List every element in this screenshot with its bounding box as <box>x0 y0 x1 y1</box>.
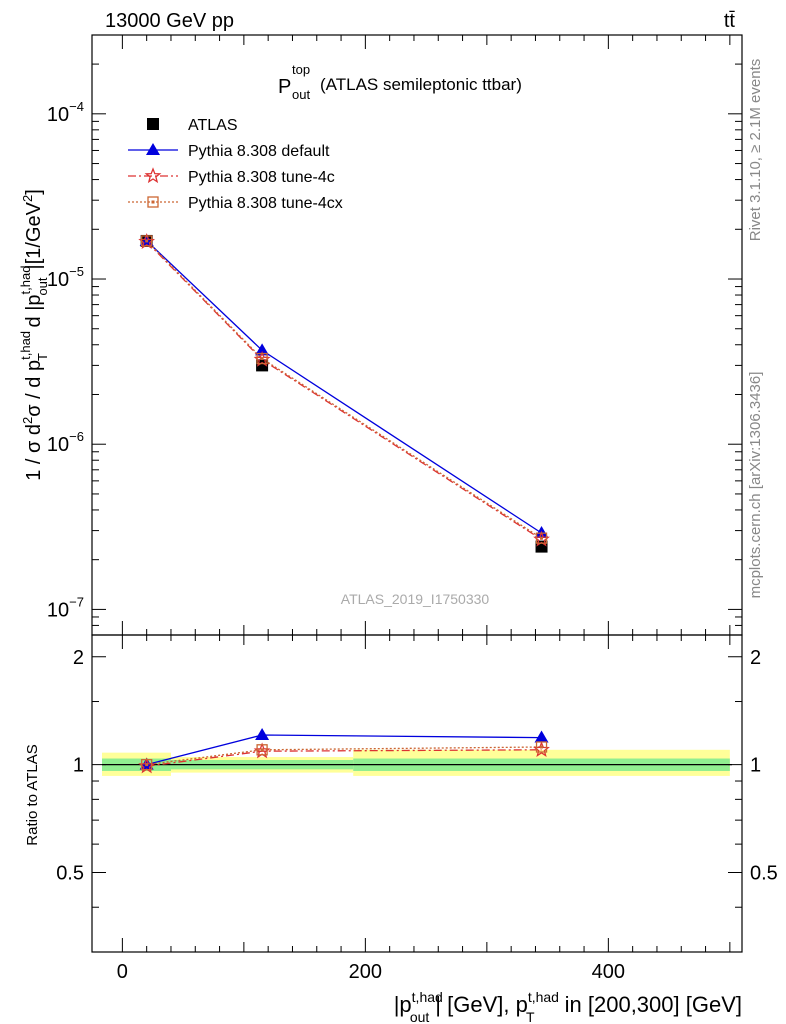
legend-entry: ATLAS <box>147 117 238 134</box>
legend: ATLAS Pythia 8.308 default Pythia 8.308 tu… <box>128 117 343 212</box>
legend-entry: Pythia 8.308 default <box>128 143 330 160</box>
legend-label: Pythia 8.308 tune-4c <box>188 169 335 186</box>
ratio-point-2-2 <box>535 741 548 753</box>
ratio-tick-label: 2 <box>73 647 84 669</box>
data-point-3-0 <box>141 235 153 247</box>
ratio-point-2-0 <box>141 758 153 771</box>
collision-label: 13000 GeV pp <box>105 10 234 32</box>
plot-title: P top out (ATLAS semileptonic ttbar) <box>278 62 522 102</box>
analysis-watermark: ATLAS_2019_I1750330 <box>341 591 490 607</box>
ratio-tick-label: 1 <box>73 755 84 777</box>
y-tick-label: 10−4 <box>47 99 84 126</box>
x-tick-label: 0 <box>117 961 128 983</box>
legend-marker <box>144 167 162 184</box>
mcplots-label: mcplots.cern.ch [arXiv:1306.3436] <box>747 372 764 599</box>
ratio-point-2-1 <box>256 744 268 756</box>
data-point-3-2 <box>535 532 548 544</box>
process-label: tt̄ <box>724 10 736 32</box>
plot-title-main: P <box>278 76 291 98</box>
plot-title-suffix: (ATLAS semileptonic ttbar) <box>320 75 522 94</box>
legend-label: Pythia 8.308 tune-4cx <box>188 195 343 212</box>
data-point-1-1 <box>255 343 270 356</box>
legend-marker <box>146 143 160 155</box>
ratio-tick-label-right: 0.5 <box>750 863 778 885</box>
rivet-version-label: Rivet 3.1.10, ≥ 2.1M events <box>747 59 764 242</box>
x-tick-label: 400 <box>592 961 625 983</box>
ratio-tick-label-right: 1 <box>750 755 761 777</box>
y-tick-label: 10−6 <box>47 429 84 456</box>
y-tick-label: 10−5 <box>47 264 84 291</box>
y-tick-label: 10−7 <box>47 594 84 621</box>
x-tick-label: 200 <box>349 961 382 983</box>
legend-marker <box>147 196 159 208</box>
plot-title-superscript: top <box>292 62 310 77</box>
legend-marker <box>147 118 159 130</box>
y-axis-label: 1 / σ d2σ / d pt,had T d |pt,had out|[1/Ge… <box>18 189 50 481</box>
ratio-tick-label: 0.5 <box>56 863 84 885</box>
ratio-y-axis-label: Ratio to ATLAS <box>24 744 41 845</box>
legend-entry: Pythia 8.308 tune-4c <box>128 167 335 186</box>
ratio-point-0-2 <box>534 730 549 743</box>
legend-label: ATLAS <box>188 117 238 134</box>
legend-label: Pythia 8.308 default <box>188 143 330 160</box>
series-line-1 <box>146 240 542 534</box>
ratio-plot-frame <box>91 634 743 953</box>
data-point-3-1 <box>256 352 268 365</box>
x-axis-label: |pt,had out | [GeV], pt,had T in [200,300] … <box>394 989 742 1024</box>
ratio-point-0-1 <box>255 727 270 740</box>
ratio-tick-label-right: 2 <box>750 647 761 669</box>
legend-entry: Pythia 8.308 tune-4cx <box>128 195 343 212</box>
plot-title-subscript: out <box>292 87 310 102</box>
